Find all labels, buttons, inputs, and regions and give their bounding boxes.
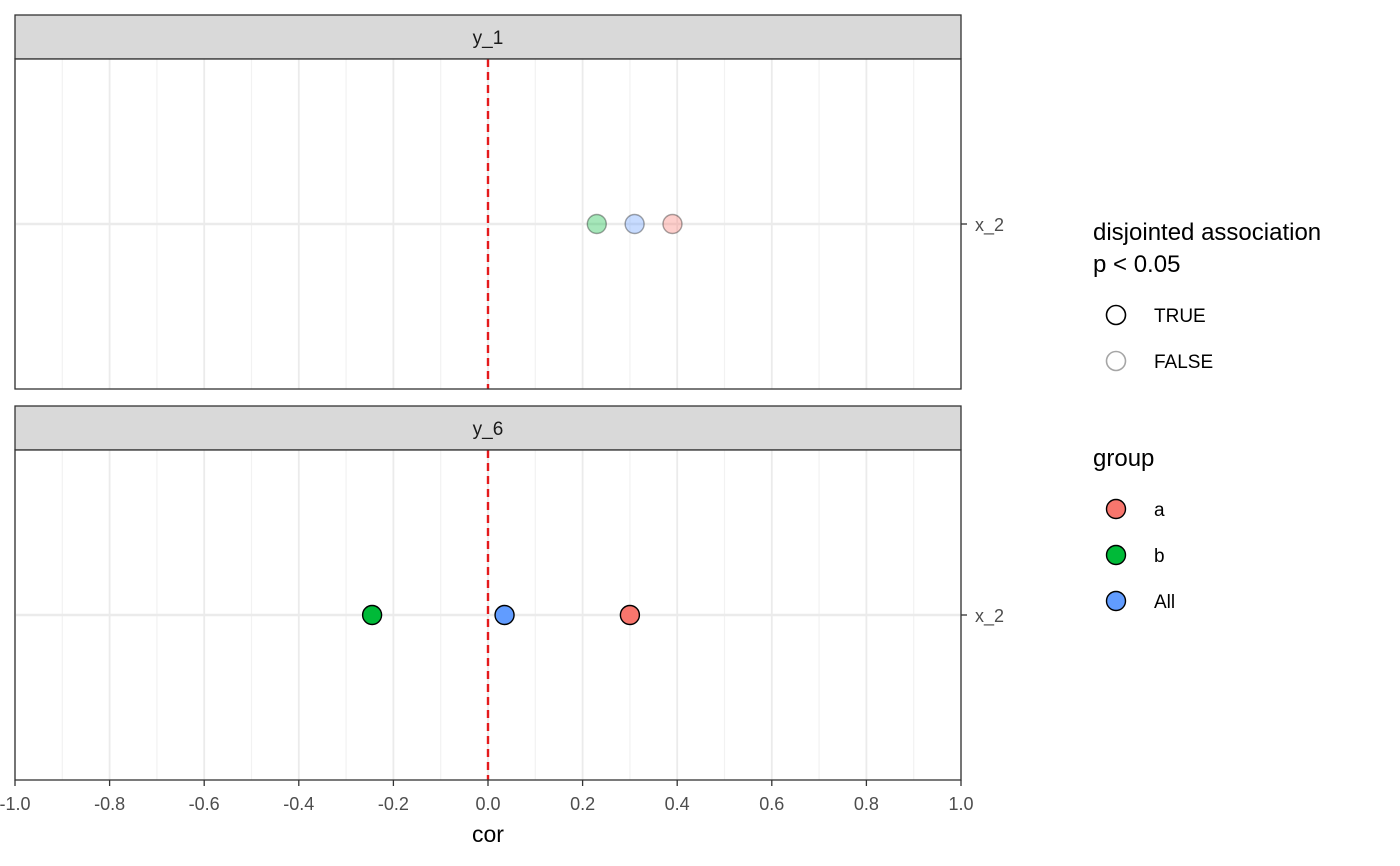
- x-axis-tick-label: 1.0: [948, 794, 973, 814]
- panel-y_6-y-tick-label: x_2: [975, 606, 1004, 627]
- panel-y_1-point-b: [586, 213, 607, 235]
- legend-group-label-b: b: [1154, 546, 1165, 567]
- legend-group-title: group: [1093, 445, 1154, 472]
- x-axis-tick-label: 0.0: [475, 794, 500, 814]
- legend-group-key-All: [1105, 590, 1127, 612]
- panel-y_1-point-a: [662, 213, 683, 235]
- panel-y_6-point-All: [494, 604, 515, 626]
- x-axis-tick-label: -1.0: [0, 794, 31, 814]
- x-axis-title: cor: [472, 821, 504, 847]
- panel-y_1-y-tick-label: x_2: [975, 215, 1004, 236]
- legend-significance-label-TRUE: TRUE: [1154, 306, 1206, 327]
- legend-group-key-b: [1105, 544, 1127, 566]
- legend-significance-label-FALSE: FALSE: [1154, 352, 1213, 373]
- legend-group-label-a: a: [1154, 500, 1165, 521]
- x-axis-tick-label: 0.6: [759, 794, 784, 814]
- x-axis-tick-label: -0.2: [378, 794, 409, 814]
- panel-y_6-point-b: [361, 604, 383, 626]
- legend-significance-key-FALSE: [1105, 350, 1127, 372]
- x-axis-tick-label: -0.4: [283, 794, 314, 814]
- panel-y_1-strip: [14, 14, 962, 60]
- legend-significance-key-TRUE: [1105, 304, 1127, 326]
- x-axis-tick-label: -0.8: [94, 794, 125, 814]
- panel-y_6-strip-label: y_6: [473, 419, 504, 440]
- panel-y_1-point-All: [624, 213, 645, 235]
- legend-group-label-All: All: [1154, 592, 1175, 613]
- panel-y_6-point-a: [619, 604, 641, 626]
- x-axis-tick-label: -0.6: [189, 794, 220, 814]
- panel-y_1-strip-label: y_1: [473, 28, 504, 49]
- legend-group-key-a: [1105, 498, 1127, 520]
- x-axis-tick-label: 0.2: [570, 794, 595, 814]
- x-axis-tick-label: 0.4: [665, 794, 690, 814]
- legend-significance-title-line2: p < 0.05: [1093, 251, 1180, 278]
- legend-significance-title-line1: disjointed association: [1093, 219, 1321, 246]
- x-axis-tick-label: 0.8: [854, 794, 879, 814]
